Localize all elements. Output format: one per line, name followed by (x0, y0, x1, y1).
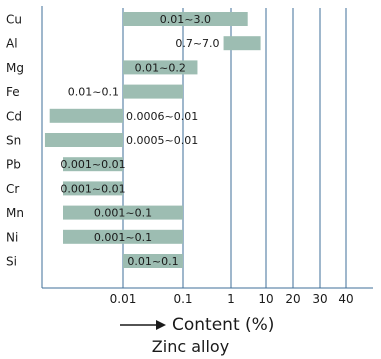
category-label: Si (6, 255, 17, 269)
range-bar (63, 181, 123, 196)
range-bar (123, 12, 248, 26)
x-axis-title: Content (%) (172, 315, 275, 335)
data-label: 0.001~0.01 (60, 182, 125, 195)
x-tick-label: 10 (258, 292, 273, 306)
x-tick-label: 0.1 (173, 292, 192, 306)
range-bar (63, 157, 123, 172)
data-label: 0.01~0.2 (135, 61, 186, 74)
range-bar (63, 205, 183, 220)
x-tick-label: 1 (227, 292, 235, 306)
range-bar (44, 133, 123, 147)
data-label: 0.001~0.1 (94, 207, 152, 220)
data-label: 0.0005~0.01 (126, 134, 198, 147)
data-label: 0.7~7.0 (175, 37, 219, 50)
range-bar (63, 229, 183, 244)
category-label: Cu (6, 13, 22, 27)
category-label: Fe (6, 85, 20, 99)
data-label: 0.01~0.1 (68, 86, 119, 99)
category-label: Al (6, 37, 18, 51)
x-tick-label: 30 (312, 292, 327, 306)
category-label: Mn (6, 206, 24, 220)
x-tick-label: 40 (338, 292, 353, 306)
data-label: 0.001~0.1 (94, 231, 152, 244)
data-label: 0.01~0.1 (127, 255, 178, 268)
category-label: Cr (6, 182, 19, 196)
range-bar (123, 84, 183, 99)
x-tick-label: 0.01 (110, 292, 137, 306)
category-label: Mg (6, 61, 24, 75)
range-bar (49, 108, 124, 123)
data-label: 0.001~0.01 (60, 158, 125, 171)
range-bar (123, 60, 198, 75)
category-label: Ni (6, 230, 18, 244)
category-label: Pb (6, 158, 21, 172)
x-axis-title-group: Content (%) (120, 313, 274, 337)
category-label: Cd (6, 109, 22, 123)
data-label: 0.0006~0.01 (126, 110, 198, 123)
range-bar (223, 36, 261, 51)
chart-title: Zinc alloy (151, 337, 230, 356)
x-tick-label: 20 (285, 292, 300, 306)
range-bar (123, 254, 183, 268)
category-label: Sn (6, 134, 21, 148)
data-label: 0.01~3.0 (160, 13, 211, 26)
arrow-right-icon (120, 320, 166, 330)
